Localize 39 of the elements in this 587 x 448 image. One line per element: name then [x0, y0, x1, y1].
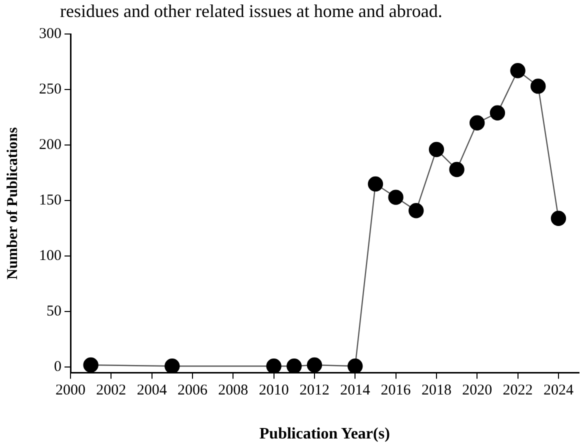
x-tick-label: 2024 — [543, 382, 574, 399]
x-tick-label: 2000 — [56, 382, 86, 399]
y-tick-label: 300 — [39, 26, 62, 42]
y-tick-label: 100 — [39, 248, 62, 264]
x-tick-label: 2018 — [421, 382, 452, 399]
point — [286, 358, 302, 373]
x-tick-label: 2008 — [218, 382, 248, 399]
x-tick-label: 2010 — [258, 382, 289, 399]
y-axis-title: Number of Publications — [4, 127, 21, 280]
point — [164, 358, 180, 373]
x-tick-label: 2006 — [177, 382, 208, 399]
point — [388, 190, 404, 205]
x-tick-label: 2022 — [502, 382, 533, 399]
point — [428, 142, 444, 158]
point — [470, 115, 485, 130]
point — [408, 203, 424, 218]
point — [306, 357, 322, 373]
x-tick-label: 2020 — [462, 382, 492, 399]
x-tick-label: 2016 — [380, 382, 412, 399]
x-tick-label: 2012 — [299, 382, 330, 399]
y-tick-label: 50 — [46, 304, 62, 320]
point — [348, 358, 363, 373]
x-tick-label: 2002 — [96, 382, 126, 399]
point — [449, 162, 464, 178]
point — [510, 63, 526, 78]
y-tick-label: 0 — [54, 359, 62, 376]
x-axis-title: Publication Year(s) — [259, 426, 390, 443]
point — [266, 358, 282, 373]
x-tick-label: 2004 — [136, 382, 168, 399]
x-tick-label: 2014 — [340, 382, 371, 399]
y-tick-label: 150 — [39, 192, 62, 209]
point — [530, 78, 546, 94]
point — [368, 176, 384, 192]
point — [550, 210, 566, 226]
point — [490, 105, 506, 120]
point — [83, 357, 98, 373]
y-tick-label: 200 — [39, 137, 62, 154]
text: residues and other related issues at home and abroad. — [59, 0, 444, 22]
y-tick-label: 250 — [39, 81, 62, 98]
